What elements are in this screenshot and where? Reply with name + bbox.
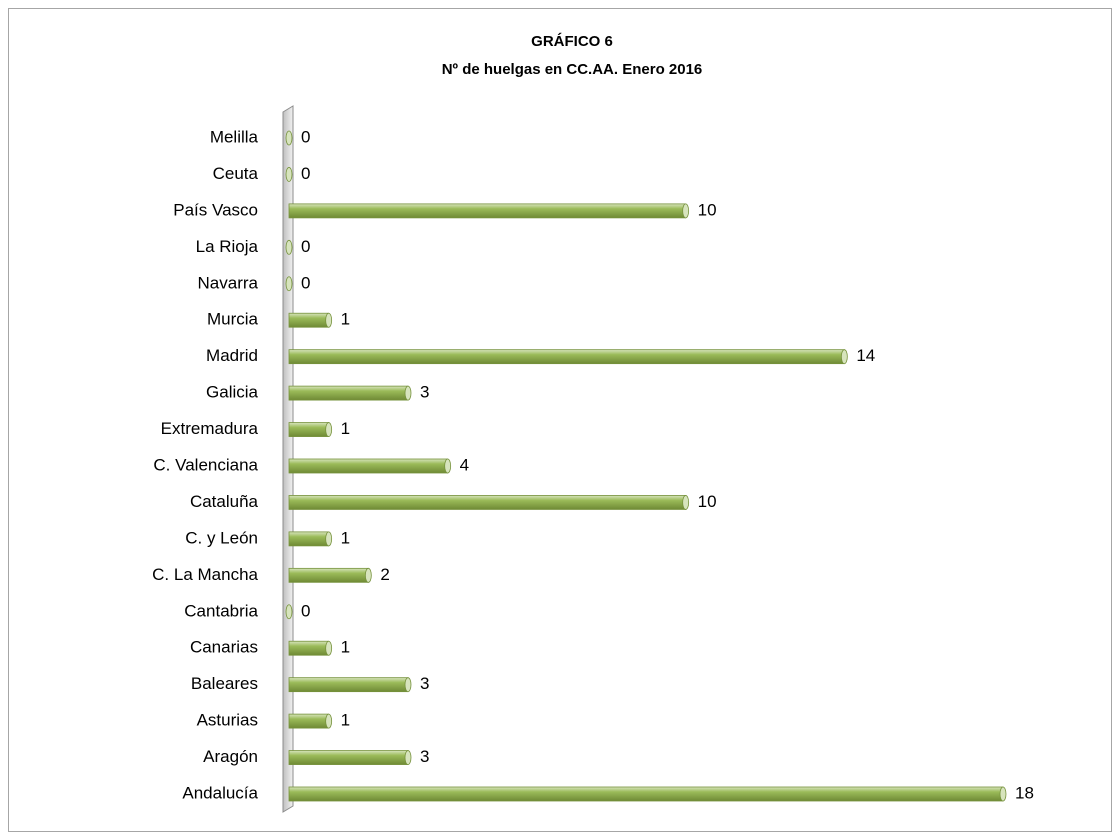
y-tick-label: Baleares <box>191 674 258 693</box>
y-tick-label: Aragón <box>203 747 258 766</box>
chart-subtitle: Nº de huelgas en CC.AA. Enero 2016 <box>442 61 703 78</box>
bar-cap <box>285 130 293 146</box>
bar-cap <box>404 385 412 401</box>
y-tick-label: Murcia <box>207 310 259 329</box>
value-label: 3 <box>420 383 429 402</box>
value-label: 1 <box>341 419 350 438</box>
y-tick-label: Extremadura <box>161 419 259 438</box>
bar-cap <box>285 604 293 620</box>
y-tick-label: Asturias <box>197 711 258 730</box>
y-tick-label: Madrid <box>206 346 258 365</box>
bar <box>288 786 1004 802</box>
bar <box>288 713 330 729</box>
value-label: 2 <box>380 565 389 584</box>
value-label: 0 <box>301 164 310 183</box>
bar-cap <box>325 422 333 437</box>
y-tick-label: Andalucía <box>182 783 258 802</box>
bar-cap <box>325 713 333 729</box>
bar <box>288 567 369 583</box>
y-tick-label: C. Valenciana <box>153 455 258 474</box>
chart-title: GRÁFICO 6 <box>531 33 613 50</box>
value-label: 0 <box>301 237 310 256</box>
bar-cap <box>325 312 333 328</box>
bar-cap <box>285 276 293 292</box>
bar-cap <box>404 677 412 693</box>
value-label: 0 <box>301 601 310 620</box>
value-label: 0 <box>301 127 310 146</box>
value-label: 14 <box>856 346 875 365</box>
bar-cap <box>444 458 452 474</box>
bar <box>288 349 845 365</box>
value-label: 10 <box>698 200 717 219</box>
value-label: 3 <box>420 674 429 693</box>
bar-cap <box>325 640 333 656</box>
bar <box>288 312 330 328</box>
bar-cap <box>999 786 1007 802</box>
bar <box>288 531 330 547</box>
bar-cap <box>840 349 848 365</box>
value-label: 1 <box>341 711 350 730</box>
bar <box>288 385 409 401</box>
bar <box>288 640 330 656</box>
y-tick-label: Canarias <box>190 638 258 657</box>
value-label: 3 <box>420 747 429 766</box>
bar <box>288 458 449 474</box>
y-tick-label: Cataluña <box>190 492 259 511</box>
bar-cap <box>364 567 372 583</box>
value-label: 1 <box>341 528 350 547</box>
bar-cap <box>682 495 690 510</box>
y-tick-label: Ceuta <box>213 164 259 183</box>
bar <box>288 422 330 437</box>
value-label: 4 <box>460 455 469 474</box>
y-tick-label: C. y León <box>185 528 258 547</box>
bar <box>288 203 687 219</box>
bar-cap <box>404 750 412 765</box>
y-tick-label: Cantabria <box>184 601 258 620</box>
bar <box>288 750 409 765</box>
value-label: 10 <box>698 492 717 511</box>
bar <box>288 495 687 510</box>
y-tick-label: País Vasco <box>173 200 258 219</box>
value-label: 18 <box>1015 783 1034 802</box>
y-tick-label: C. La Mancha <box>152 565 258 584</box>
value-label: 1 <box>341 310 350 329</box>
y-tick-label: Galicia <box>206 383 259 402</box>
bar-cap <box>325 531 333 547</box>
y-tick-label: Navarra <box>198 273 259 292</box>
value-label: 0 <box>301 273 310 292</box>
y-tick-label: La Rioja <box>196 237 259 256</box>
bar <box>288 677 409 693</box>
bar-cap <box>682 203 690 219</box>
bar-cap <box>285 239 293 255</box>
value-label: 1 <box>341 638 350 657</box>
y-tick-label: Melilla <box>210 127 259 146</box>
chart-border <box>8 8 1112 832</box>
bar-cap <box>285 167 293 182</box>
